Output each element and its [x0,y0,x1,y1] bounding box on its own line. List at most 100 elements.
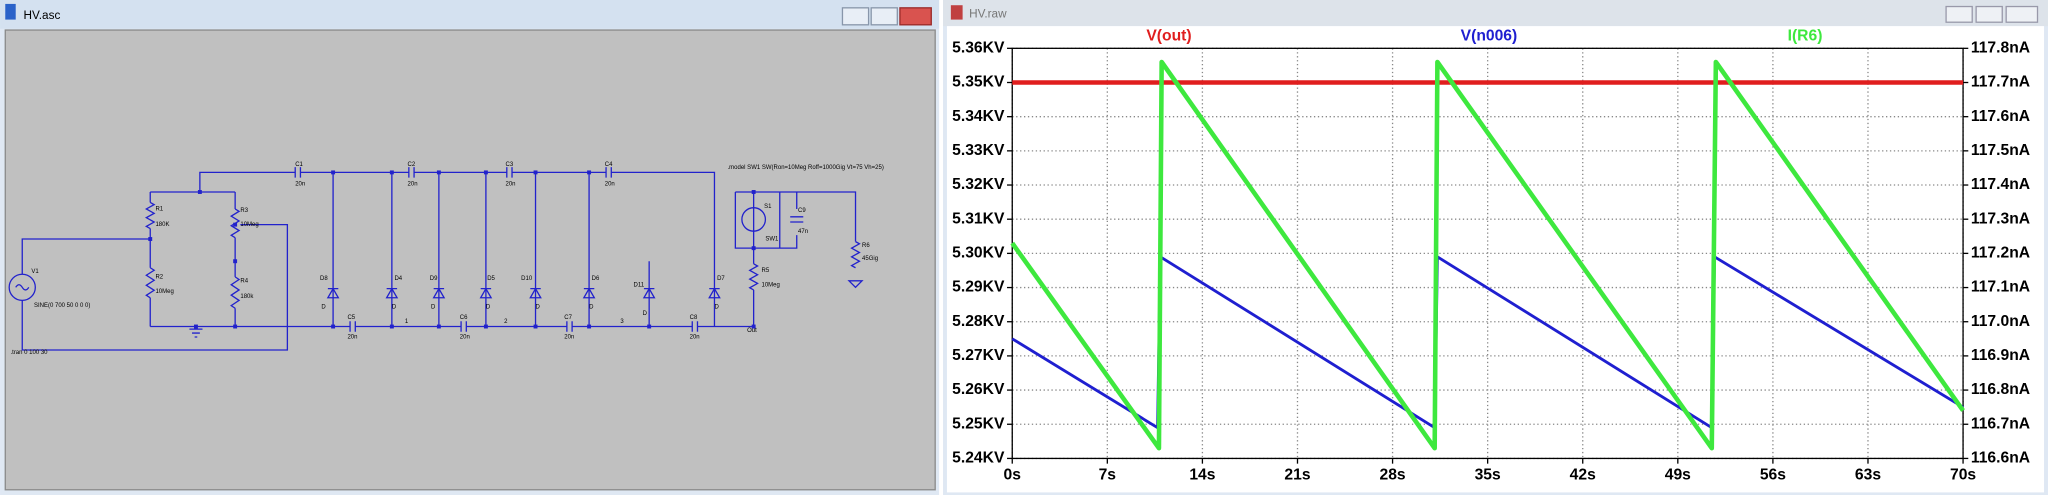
junction [197,190,202,194]
component-label: C1 [295,162,303,168]
y-tick-label: 5.30KV [952,245,1005,262]
x-tick-label: 7s [1099,467,1117,484]
diode [642,287,656,299]
junction [233,324,238,329]
component-label: SINE(0 700 50 0 0 0) [34,303,90,309]
component-label: C2 [408,162,416,168]
window-title: HV.asc [24,9,61,22]
y-tick-label: 5.34KV [952,108,1005,125]
close-button[interactable] [2005,5,2039,23]
wire-gap [566,321,573,332]
component-label: 3 [620,319,624,325]
capacitor [566,321,573,332]
component-label: 2 [504,319,508,325]
component-label: D [321,305,326,311]
capacitor [294,167,302,178]
y-tick-label: 5.28KV [952,313,1005,330]
junction [647,324,652,329]
y2-tick-label: 116.8nA [1971,381,2030,398]
component-label: C7 [564,315,572,321]
minimize-button[interactable] [1945,5,1973,23]
capacitor [605,167,612,178]
component-label: 20n [295,182,305,188]
component-label: 20n [564,335,574,341]
component-label: 20n [690,335,700,341]
diode [385,287,399,299]
y2-tick-label: 117.4nA [1971,176,2030,193]
legend-entry: V(out) [1146,28,1191,45]
resistor [230,276,241,309]
junction [587,170,592,175]
junction [533,170,538,175]
component-label: 1 [405,319,409,325]
diode-wires [332,172,650,327]
y-tick-label: 5.36KV [952,39,1005,56]
y-tick-label: 5.25KV [952,415,1005,432]
junction [483,170,488,175]
component-label: 20n [460,335,470,341]
component-label: R6 [862,243,870,249]
component-label: D9 [430,276,438,282]
component-label: R2 [155,274,163,280]
component-label: R5 [761,268,769,274]
resistor [748,263,759,291]
junction [587,324,592,329]
wire-gap [295,167,301,178]
y-tick-label: 5.29KV [952,279,1005,296]
plot-frame [1011,47,1964,460]
y-tick-label: 5.24KV [952,450,1005,467]
component-label: 20n [347,335,357,341]
capacitor [408,167,415,178]
component-label: 45Gig [862,256,878,262]
wire-gap [790,216,804,223]
y2-tick-label: 117.6nA [1971,108,2030,125]
junction [751,190,756,194]
component-label: C9 [798,208,806,214]
component-label: D [643,311,648,317]
resistor [850,241,861,269]
wire-gap [461,321,467,332]
maximize-button[interactable] [1975,5,2003,23]
app-icon [950,5,963,20]
wire-gap [692,321,698,332]
y-tick-label: 5.31KV [952,210,1005,227]
maximize-button[interactable] [870,7,898,26]
component-label: 20n [408,182,418,188]
component-label: C3 [505,162,513,168]
wire-gap [408,167,415,178]
component-label: V1 [31,269,39,275]
y2-tick-label: 117.0nA [1971,313,2030,330]
x-tick-label: 63s [1855,467,1881,484]
junction [193,324,198,329]
title-bar [0,0,940,29]
legend-entry: I(R6) [1788,28,1823,45]
junction [331,170,336,175]
minimize-button[interactable] [841,7,870,26]
component-label: .tran 0 100 30 [10,350,48,356]
component-label: D10 [521,276,533,282]
junction [148,237,153,241]
app-icon [5,3,16,20]
component-label: 47n [798,229,808,235]
component-label: D [589,305,594,311]
component-label: 20n [505,182,515,188]
x-tick-label: 14s [1189,467,1215,484]
junction [751,246,756,251]
x-tick-label: 35s [1475,467,1501,484]
y-tick-label: 5.26KV [952,381,1005,398]
close-button[interactable] [899,7,932,26]
window-title: HV.raw [969,7,1007,20]
switch [741,207,767,232]
y-tick-label: 5.32KV [952,176,1005,193]
x-tick-label: 42s [1570,467,1596,484]
title-bar [943,0,2048,27]
y-tick-label: 5.35KV [952,74,1005,91]
wire-gap [350,321,356,332]
component-label: 10Meg [761,282,779,288]
source [8,273,36,302]
junction [533,324,538,329]
wire-gap [606,167,612,178]
resistor [145,267,156,299]
diode [582,287,596,299]
